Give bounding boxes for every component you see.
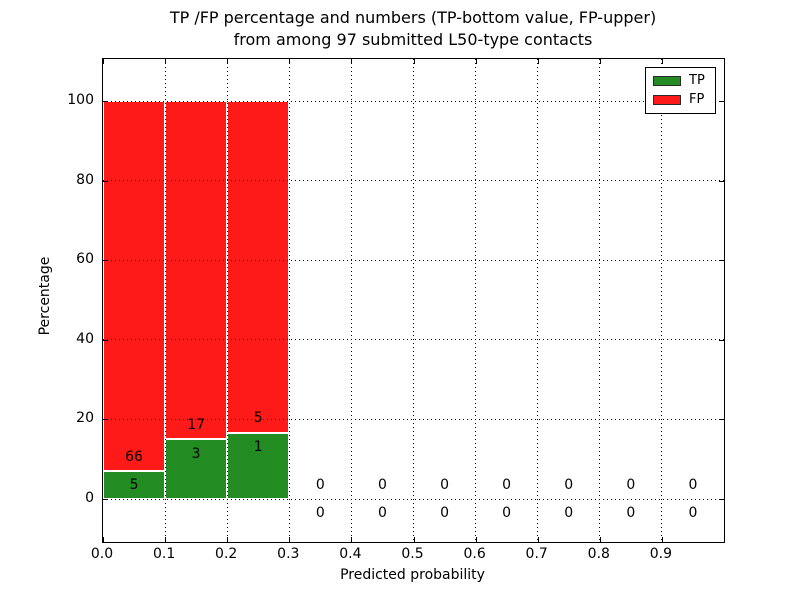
x-tick-mark [289,59,291,64]
tp-count-label: 0 [688,505,698,522]
x-tick-mark [413,59,415,64]
tp-count-label: 0 [564,505,574,522]
v-gridline [164,59,166,542]
tp-count-label: 0 [315,505,325,522]
tp-count-label: 3 [191,445,201,462]
fp-count-label: 0 [564,476,574,493]
tp-count-label: 5 [129,477,139,494]
v-gridline [599,59,601,542]
fp-bar [227,101,290,433]
x-tick-label: 0.6 [463,546,486,562]
y-tick-label: 0 [85,490,94,506]
x-tick-mark [165,59,167,64]
y-tick-label: 100 [67,92,94,108]
x-tick-label: 0.8 [587,546,610,562]
tp-bar [227,432,290,499]
v-gridline [475,59,477,542]
legend-row-fp: FP [653,92,705,107]
y-tick-mark [719,180,724,182]
tp-bar [103,470,166,499]
x-tick-mark [599,537,601,542]
fp-count-label: 0 [688,476,698,493]
fp-bar [165,101,228,440]
tp-count-label: 0 [377,505,387,522]
tp-bar [165,439,228,499]
x-tick-mark [475,537,477,542]
x-tick-label: 0.5 [401,546,424,562]
x-tick-label: 0.2 [215,546,238,562]
x-tick-mark [351,537,353,542]
y-tick-mark [719,499,724,500]
fp-count-label: 0 [626,476,636,493]
legend-row-tp: TP [653,73,705,88]
x-tick-label: 0.0 [90,546,114,562]
x-tick-mark [165,537,167,542]
y-tick-mark [719,339,724,341]
fp-count-label: 0 [502,476,512,493]
x-axis-label: Predicted probability [340,567,485,583]
v-gridline [350,59,352,542]
fp-count-label: 5 [253,410,263,427]
y-tick-mark [719,260,724,262]
v-gridline [413,59,414,542]
x-tick-mark [103,537,104,542]
x-tick-mark [227,59,229,64]
chart-title: TP /FP percentage and numbers (TP-bottom… [13,7,800,51]
y-tick-mark [103,180,108,182]
v-gridline [288,59,290,542]
y-tick-label: 80 [76,171,94,188]
fp-count-label: 66 [125,448,143,465]
x-tick-mark [537,59,539,64]
x-tick-label: 0.3 [277,546,300,562]
tp-count-label: 0 [502,505,512,522]
v-gridline [226,59,228,542]
tp-swatch-icon [653,76,681,86]
x-tick-mark [537,537,539,542]
fp-count-label: 0 [315,476,325,493]
x-tick-mark [475,59,477,64]
y-tick-mark [719,101,724,102]
fp-count-label: 17 [187,416,206,433]
legend-label-fp: FP [689,92,705,107]
x-tick-mark [351,59,353,64]
x-tick-mark [661,537,663,542]
plot-area: 66 5 17 3 5 1 0 0 0 0 0 0 0 0 0 0 0 0 0 0 [102,58,725,543]
x-tick-mark [413,537,415,542]
x-tick-label: 0.4 [339,546,362,562]
x-tick-mark [661,59,663,64]
x-tick-mark [599,59,601,64]
x-tick-label: 0.1 [152,546,176,562]
x-tick-label: 0.7 [525,546,548,562]
fp-count-label: 0 [377,476,387,493]
chart-title-line1: TP /FP percentage and numbers (TP-bottom… [169,8,657,27]
x-tick-label: 0.9 [649,546,673,562]
chart-title-line2: from among 97 submitted L50-type contact… [233,30,593,49]
v-gridline [537,59,539,542]
y-tick-mark [103,101,108,102]
fp-bar [103,101,166,471]
fp-swatch-icon [653,95,681,105]
fp-count-label: 0 [440,476,450,493]
tp-count-label: 0 [440,505,450,522]
legend-label-tp: TP [689,73,705,88]
y-tick-mark [103,339,108,341]
y-tick-label: 40 [76,330,94,347]
v-gridline [661,59,663,542]
x-tick-mark [289,537,291,542]
y-tick-mark [103,260,108,262]
tp-count-label: 0 [626,505,636,522]
x-tick-mark [227,537,229,542]
tp-count-label: 1 [253,438,263,455]
y-axis-label: Percentage [37,256,53,336]
y-tick-label: 60 [76,251,94,268]
x-tick-mark [103,59,104,64]
y-tick-mark [103,499,108,500]
y-tick-label: 20 [76,410,94,427]
legend: TP FP [645,67,716,114]
y-tick-mark [103,419,108,421]
y-tick-mark [719,419,724,421]
